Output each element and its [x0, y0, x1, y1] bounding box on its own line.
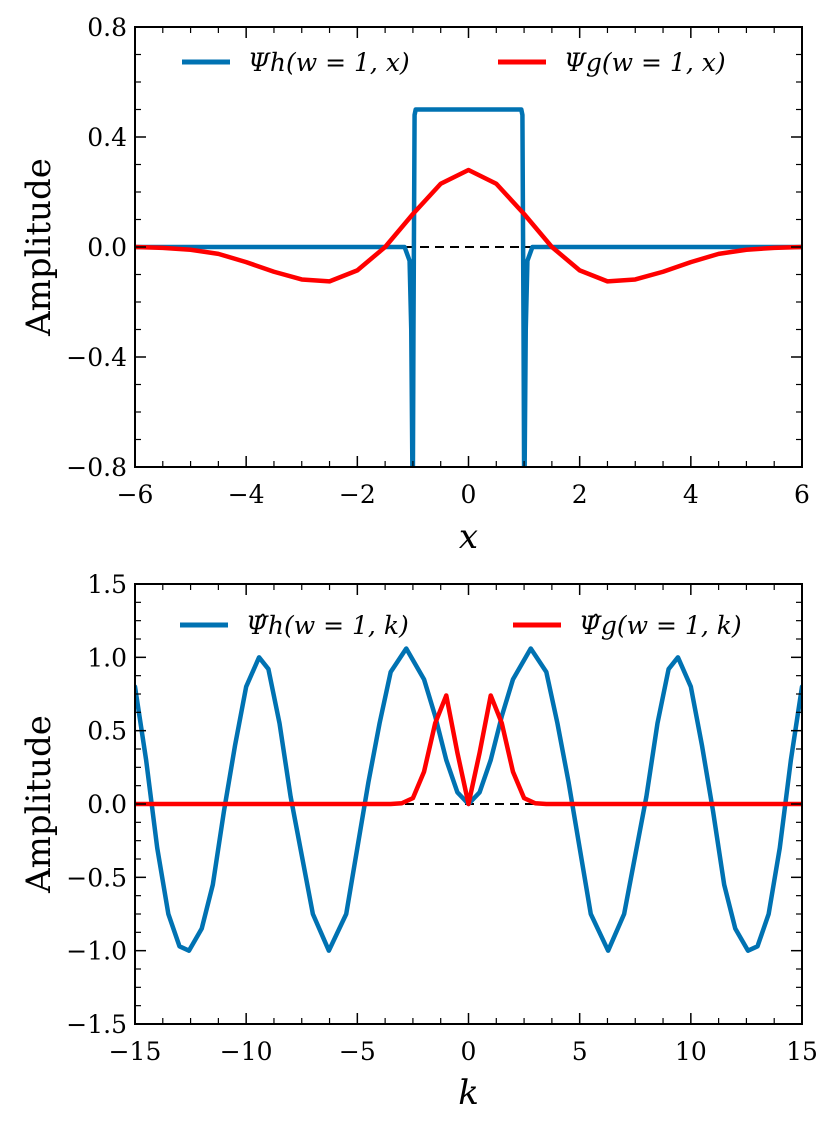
- legend-label-1: Ψh(w = 1, x): [248, 48, 410, 77]
- chart-panel-1: −6 −4 −2 0 2 4 6 −0.8 −0.4 0.0 0.4 0.8 x Amplitude Ψh(…: [19, 13, 810, 557]
- x-tick-label: −5: [339, 1037, 376, 1066]
- x-axis-label: x: [459, 517, 478, 557]
- y-tick-label: 0.0: [87, 233, 127, 262]
- x-tick-label: −15: [109, 1037, 162, 1066]
- series-line-2: [135, 167, 802, 284]
- x-tick-label: −2: [339, 480, 376, 509]
- x-tick-label: 4: [683, 480, 699, 509]
- legend-label-2: Ψ̂g(w = 1, k): [579, 611, 742, 640]
- y-tick-label: 0.0: [87, 790, 127, 819]
- legend-label-2: Ψg(w = 1, x): [564, 48, 726, 77]
- x-tick-label: 10: [675, 1037, 707, 1066]
- y-axis-label: Amplitude: [19, 158, 59, 337]
- x-tick-label: −10: [220, 1037, 273, 1066]
- series-line-1: [135, 107, 802, 467]
- x-tick-label: 15: [786, 1037, 818, 1066]
- x-tick-label: 6: [794, 480, 810, 509]
- x-axis-label: k: [458, 1073, 479, 1113]
- y-tick-label: −0.4: [66, 343, 127, 372]
- x-tick-label: 5: [572, 1037, 588, 1066]
- y-axis-label: Amplitude: [19, 715, 59, 894]
- y-tick-label: 0.4: [87, 123, 127, 152]
- series-line-2: [135, 693, 802, 807]
- x-tick-label: 0: [461, 1037, 477, 1066]
- y-tick-label: 0.8: [87, 13, 127, 42]
- x-tick-label: 2: [572, 480, 588, 509]
- y-tick-label: 1.5: [87, 570, 127, 599]
- x-tick-label: −4: [228, 480, 265, 509]
- y-tick-label: −1.0: [66, 937, 127, 966]
- y-tick-label: −0.5: [66, 863, 127, 892]
- chart-panel-2: −15 −10 −5 0 5 10 15 −1.5 −1.0 −0.5 0.0 0.5 1.0 1.5 k A…: [19, 570, 818, 1113]
- y-tick-label: 0.5: [87, 717, 127, 746]
- y-tick-label: −0.8: [66, 453, 127, 482]
- y-tick-label: 1.0: [87, 643, 127, 672]
- x-tick-label: 0: [461, 480, 477, 509]
- legend-label-1: Ψ̂h(w = 1, k): [246, 611, 409, 640]
- y-tick-label: −1.5: [66, 1010, 127, 1039]
- x-tick-label: −6: [117, 480, 154, 509]
